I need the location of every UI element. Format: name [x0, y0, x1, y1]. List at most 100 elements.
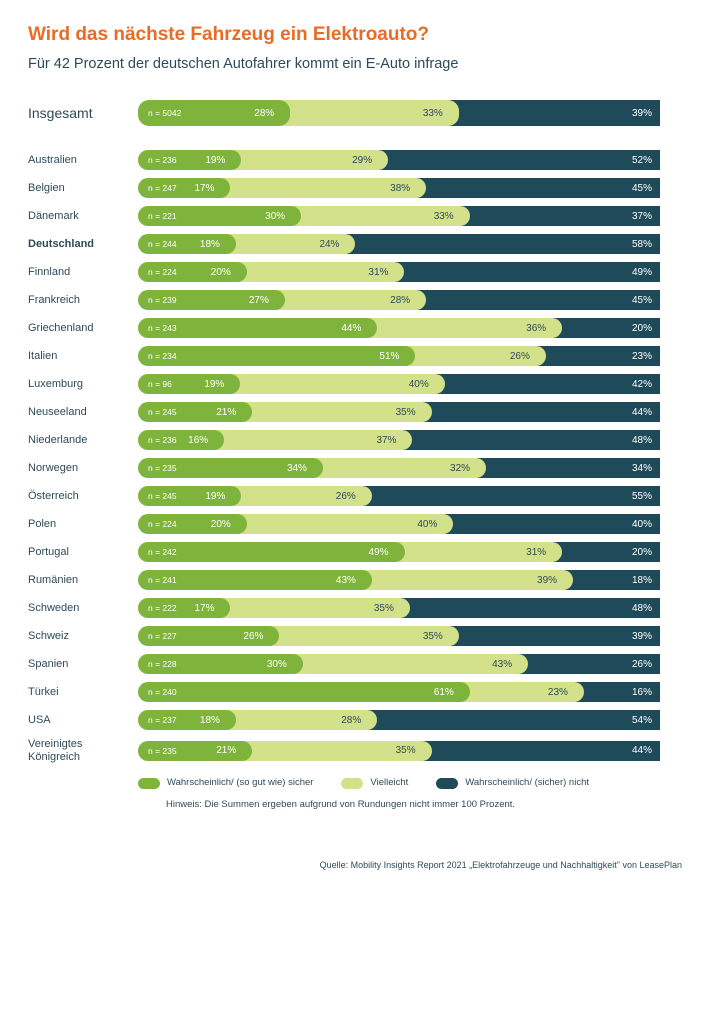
- segment-value: 35%: [396, 407, 416, 418]
- segment-value: 37%: [376, 435, 396, 446]
- sample-size-label: n = 227: [138, 631, 177, 641]
- segment-value: 37%: [632, 211, 652, 222]
- stacked-bar: n = 22217%35% 48%: [138, 598, 682, 618]
- sample-size-label: n = 242: [138, 547, 177, 557]
- segment-unlikely: 42%: [434, 374, 660, 394]
- segment-unlikely: 52%: [377, 150, 660, 170]
- country-row: Griechenlandn = 24344%36%20%: [28, 318, 682, 338]
- segment-unlikely: 37%: [459, 206, 660, 226]
- segment-value: 35%: [396, 745, 416, 756]
- legend-item-c: Wahrscheinlich/ (sicher) nicht: [436, 777, 589, 789]
- legend-item-a: Wahrscheinlich/ (so gut wie) sicher: [138, 777, 313, 789]
- segment-unlikely: 40%: [442, 514, 660, 534]
- segment-value: 39%: [632, 108, 652, 119]
- sample-size-label: n = 245: [138, 491, 177, 501]
- country-row: Vereinigtes Königreichn = 23521%35%44%: [28, 738, 682, 763]
- stacked-bar: n = 24519%26%55%: [138, 486, 682, 506]
- segment-value: 33%: [423, 108, 443, 119]
- country-row: Österreichn = 24519%26%55%: [28, 486, 682, 506]
- segment-value: 28%: [390, 295, 410, 306]
- stacked-bar: n = 24061%23%16%: [138, 682, 682, 702]
- row-label: Griechenland: [28, 322, 138, 335]
- country-row: Türkein = 24061%23%16%: [28, 682, 682, 702]
- sample-size-label: n = 228: [138, 659, 177, 669]
- row-label: Vereinigtes Königreich: [28, 738, 138, 763]
- stacked-bar: n = 22420%40%40%: [138, 514, 682, 534]
- segment-value: 28%: [254, 108, 274, 119]
- row-label: Spanien: [28, 658, 138, 671]
- segment-value: 35%: [423, 631, 443, 642]
- chart-legend: Wahrscheinlich/ (so gut wie) sicher Viel…: [138, 777, 682, 789]
- segment-unlikely: 45%: [415, 290, 660, 310]
- segment-value: 16%: [632, 687, 652, 698]
- segment-maybe: 28%: [225, 710, 377, 730]
- segment-value: 55%: [632, 491, 652, 502]
- segment-maybe: 35%: [241, 402, 431, 422]
- segment-maybe: 26%: [404, 346, 545, 366]
- segment-value: 48%: [632, 603, 652, 614]
- country-row: USAn = 23718%28%54%: [28, 710, 682, 730]
- segment-maybe: 33%: [279, 100, 459, 126]
- segment-maybe: 36%: [366, 318, 562, 338]
- segment-unlikely: 26%: [517, 654, 660, 674]
- row-label: Niederlande: [28, 434, 138, 447]
- segment-maybe: 32%: [312, 458, 486, 478]
- segment-value: 44%: [632, 407, 652, 418]
- segment-value: 30%: [265, 211, 285, 222]
- segment-likely: n = 23619%: [138, 150, 241, 170]
- segment-unlikely: 23%: [535, 346, 660, 366]
- row-label: USA: [28, 714, 138, 727]
- segment-value: 17%: [194, 183, 214, 194]
- row-label: Finnland: [28, 266, 138, 279]
- segment-likely: n = 23534%: [138, 458, 323, 478]
- stacked-bar: n = 24717%38%45%: [138, 178, 682, 198]
- segment-likely: n = 504228%: [138, 100, 290, 126]
- segment-maybe: 43%: [292, 654, 528, 674]
- segment-value: 49%: [369, 547, 389, 558]
- segment-unlikely: 49%: [393, 262, 660, 282]
- segment-value: 18%: [200, 239, 220, 250]
- row-label: Norwegen: [28, 462, 138, 475]
- stacked-bar: n = 23521%35%44%: [138, 741, 682, 761]
- chart-subtitle: Für 42 Prozent der deutschen Autofahrer …: [28, 56, 682, 72]
- sample-size-label: n = 221: [138, 211, 177, 221]
- segment-value: 17%: [194, 603, 214, 614]
- chart-note: Hinweis: Die Summen ergeben aufgrund von…: [166, 799, 682, 810]
- legend-swatch-b: [341, 778, 363, 789]
- row-label: Portugal: [28, 546, 138, 559]
- segment-value: 23%: [548, 687, 568, 698]
- segment-value: 27%: [249, 295, 269, 306]
- stacked-bar: n = 23619%29%52%: [138, 150, 682, 170]
- country-row: Luxemburgn = 9619%40%42%: [28, 374, 682, 394]
- stacked-bar: n = 22130%33%37%: [138, 206, 682, 226]
- segment-value: 34%: [632, 463, 652, 474]
- sample-size-label: n = 96: [138, 379, 172, 389]
- segment-unlikely: 45%: [415, 178, 660, 198]
- segment-value: 42%: [632, 379, 652, 390]
- segment-unlikely: 54%: [366, 710, 660, 730]
- segment-maybe: 35%: [219, 598, 409, 618]
- row-label: Rumänien: [28, 574, 138, 587]
- segment-likely: n = 23718%: [138, 710, 236, 730]
- sample-size-label: n = 245: [138, 407, 177, 417]
- stacked-bar: n = 22726%35%39%: [138, 626, 682, 646]
- segment-likely: n = 22217%: [138, 598, 230, 618]
- stacked-bar: n = 24143%39%18%: [138, 570, 682, 590]
- segment-value: 39%: [632, 631, 652, 642]
- segment-unlikely: 55%: [361, 486, 660, 506]
- row-label: Polen: [28, 518, 138, 531]
- country-row: Portugaln = 24249%31%20%: [28, 542, 682, 562]
- row-label: Österreich: [28, 490, 138, 503]
- stacked-bar-chart: Insgesamtn = 504228%33%39%Australienn = …: [28, 100, 682, 763]
- segment-likely: n = 22830%: [138, 654, 303, 674]
- row-label: Australien: [28, 154, 138, 167]
- stacked-bar: n = 9619%40%42%: [138, 374, 682, 394]
- segment-value: 45%: [632, 295, 652, 306]
- stacked-bar: n = 22420%31%49%: [138, 262, 682, 282]
- legend-swatch-c: [436, 778, 458, 789]
- segment-value: 40%: [632, 519, 652, 530]
- segment-maybe: 23%: [459, 682, 584, 702]
- segment-maybe: 40%: [236, 514, 454, 534]
- segment-maybe: 31%: [394, 542, 563, 562]
- segment-unlikely: 16%: [573, 682, 660, 702]
